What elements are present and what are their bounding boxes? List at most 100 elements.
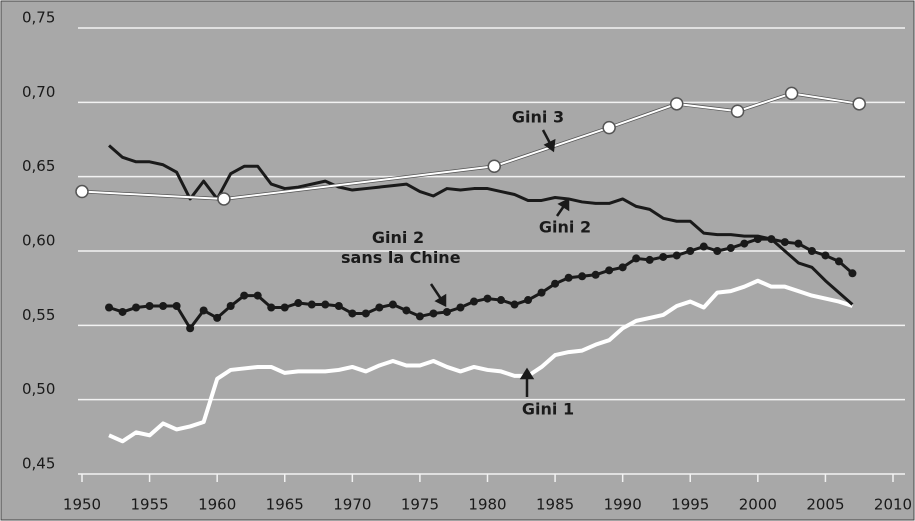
point <box>551 279 560 288</box>
x-tick-label: 1965 <box>266 496 304 514</box>
point <box>524 296 533 305</box>
point <box>213 313 222 322</box>
y-tick-label: 0,65 <box>22 157 55 175</box>
series-label: Gini 1 <box>522 400 574 419</box>
point <box>186 324 195 333</box>
point <box>375 303 384 312</box>
point <box>118 307 127 316</box>
point <box>487 159 502 174</box>
point <box>578 272 587 281</box>
point <box>145 302 154 311</box>
grid: 0,45 0,50 0,55 0,60 0,65 0,70 0,75 1950 1955 1960… <box>22 9 912 514</box>
point <box>730 104 745 119</box>
point <box>388 300 397 309</box>
point <box>726 244 735 253</box>
point <box>294 299 303 308</box>
x-tick-label: 1950 <box>63 496 101 514</box>
point <box>852 97 866 111</box>
point <box>429 309 438 318</box>
x-tick-label: 1970 <box>333 496 371 514</box>
point <box>780 238 789 247</box>
point <box>686 247 695 255</box>
y-tick-label: 0,70 <box>22 83 55 101</box>
point <box>217 192 231 206</box>
point <box>159 302 168 311</box>
arrow-head <box>434 293 447 308</box>
point <box>240 291 249 300</box>
point <box>267 303 276 312</box>
point <box>753 235 762 244</box>
point <box>348 309 357 318</box>
x-tick-label: 2000 <box>739 496 777 514</box>
y-tick-label: 0,45 <box>22 455 55 473</box>
point <box>172 302 181 311</box>
series-layer <box>75 86 866 444</box>
point <box>821 251 830 260</box>
point <box>807 247 816 255</box>
point <box>75 184 89 199</box>
point <box>740 239 749 248</box>
x-tick-label: 1985 <box>536 496 574 514</box>
y-tick-label: 0,50 <box>22 380 55 398</box>
point <box>632 254 641 263</box>
x-tick-label: 2010 <box>874 496 912 514</box>
arrow-head <box>557 197 570 212</box>
series-labels: Gini 1 Gini 2 Gini 2 sans la Chine Gini 3 <box>335 108 591 419</box>
point <box>361 309 370 318</box>
point <box>848 269 857 278</box>
point <box>672 251 681 260</box>
series-line <box>108 278 854 444</box>
x-tick-label: 1955 <box>130 496 168 514</box>
point <box>618 263 627 272</box>
point <box>591 270 600 279</box>
point <box>442 307 451 316</box>
series-line <box>108 144 854 306</box>
series-label: Gini 2 <box>539 218 591 237</box>
point <box>334 302 343 311</box>
y-tick-label: 0,55 <box>22 306 55 324</box>
arrow-head <box>519 367 535 380</box>
point <box>483 294 492 303</box>
point <box>659 252 668 261</box>
annotation-arrows <box>429 129 570 397</box>
point <box>402 306 411 315</box>
series-label: Gini 3 <box>512 108 564 127</box>
x-tick-label: 1980 <box>468 496 506 514</box>
point <box>226 302 235 311</box>
point <box>834 257 843 266</box>
point <box>415 312 424 321</box>
point <box>497 296 506 305</box>
x-tick-label: 1960 <box>198 496 236 514</box>
series-line <box>81 92 860 200</box>
point <box>794 239 803 248</box>
point <box>713 247 722 255</box>
point <box>456 303 465 312</box>
point <box>469 297 478 306</box>
point <box>280 303 289 312</box>
point <box>307 300 316 309</box>
x-tick-label: 2005 <box>806 496 844 514</box>
y-tick-label: 0,60 <box>22 232 55 250</box>
x-tick-label: 1995 <box>671 496 709 514</box>
point <box>105 303 114 312</box>
point <box>699 242 708 251</box>
point <box>321 300 330 309</box>
arrow-head <box>543 138 556 153</box>
x-tick-label: 1975 <box>401 496 439 514</box>
series-label: Gini 2 sans la Chine <box>335 228 460 267</box>
point <box>253 291 262 300</box>
point <box>767 235 776 244</box>
point <box>784 86 799 101</box>
point <box>537 288 546 297</box>
point <box>602 120 616 135</box>
point <box>132 303 141 312</box>
x-tick-label: 1990 <box>604 496 642 514</box>
point <box>605 266 614 275</box>
point <box>669 97 684 111</box>
point <box>199 306 208 315</box>
point <box>510 300 519 309</box>
y-tick-label: 0,75 <box>22 9 55 27</box>
point <box>564 273 573 282</box>
point <box>645 255 654 264</box>
